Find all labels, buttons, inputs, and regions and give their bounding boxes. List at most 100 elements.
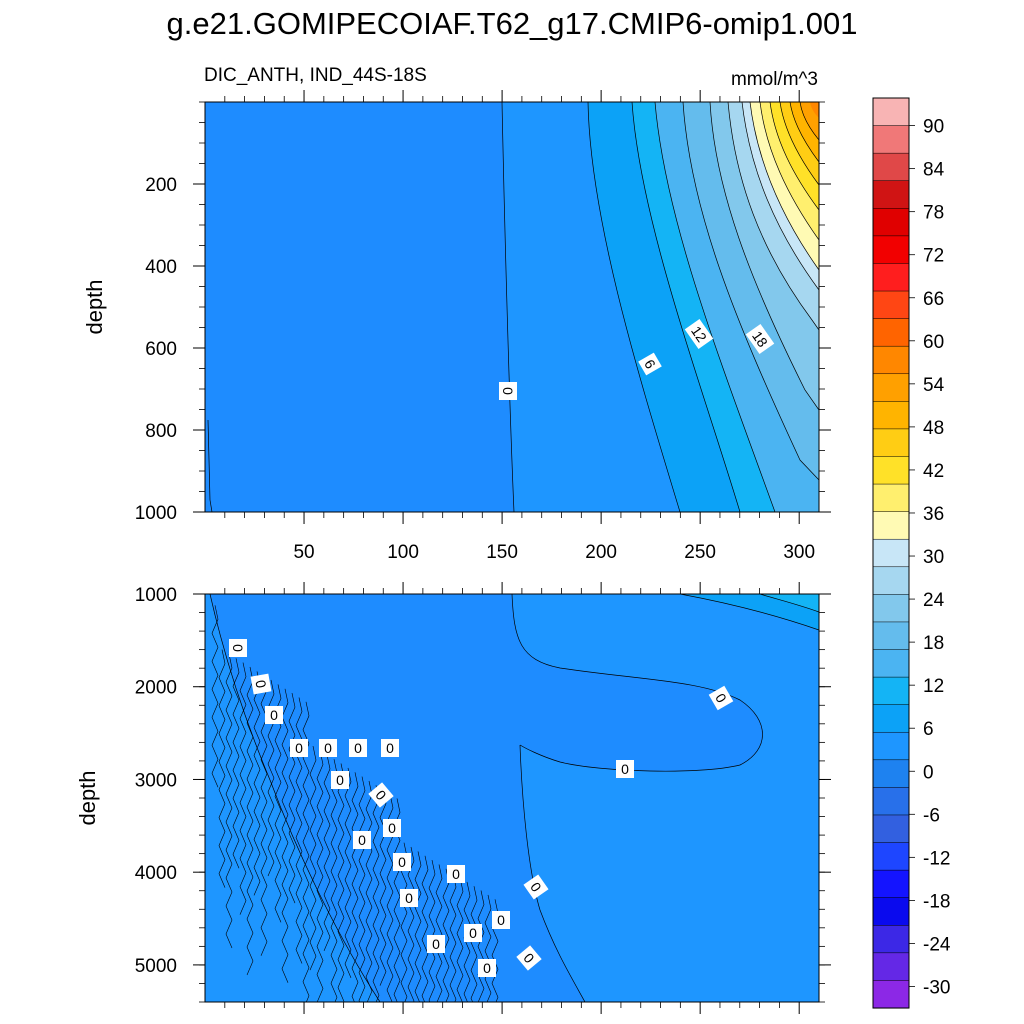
- colorbar-label: 90: [923, 117, 944, 138]
- svg-text:0: 0: [398, 854, 406, 870]
- x-tick-label: 100: [387, 542, 419, 563]
- x-tick-label: 150: [486, 542, 518, 563]
- contour-label: 0: [616, 760, 634, 778]
- svg-text:0: 0: [405, 890, 413, 906]
- colorbar-label: 78: [923, 203, 944, 224]
- colorbar-swatch: [872, 566, 910, 595]
- colorbar-swatch: [872, 952, 910, 981]
- colorbar-swatch: [872, 373, 910, 402]
- colorbar-swatch: [872, 152, 910, 182]
- svg-text:0: 0: [336, 772, 344, 788]
- colorbar-label: -24: [923, 934, 951, 955]
- y-tick-label: 2000: [135, 678, 177, 699]
- colorbar-swatch: [872, 401, 910, 430]
- svg-text:0: 0: [500, 387, 516, 395]
- svg-text:0: 0: [270, 707, 278, 723]
- contour-label: 6: [638, 352, 662, 376]
- svg-text:0: 0: [388, 820, 396, 836]
- svg-text:0: 0: [621, 761, 629, 777]
- figure-title: g.e21.GOMIPECOIAF.T62_g17.CMIP6-omip1.00…: [166, 6, 858, 41]
- contour-label: 18: [745, 324, 775, 354]
- colorbar-label: 24: [923, 590, 945, 611]
- contour-label: 0: [383, 819, 401, 837]
- svg-text:0: 0: [295, 740, 303, 756]
- contour-label: 0: [381, 739, 399, 757]
- noise-contour: [470, 886, 478, 1002]
- contour-label: 0: [516, 945, 542, 971]
- svg-text:0: 0: [230, 644, 246, 652]
- noise-contour: [239, 662, 247, 915]
- colorbar-swatch: [872, 345, 910, 375]
- upper-panel: 0 6 12 18 200 400 600 800 1000 50 100 150 200 250…: [82, 90, 831, 563]
- y-tick-label: 1000: [135, 585, 177, 606]
- contour-label: 0: [499, 382, 517, 400]
- colorbar-swatch: [872, 787, 910, 816]
- colorbar-swatch: [872, 263, 910, 292]
- noise-contour: [484, 894, 492, 1002]
- colorbar-swatch: [872, 814, 910, 844]
- noise-contour: [351, 772, 359, 1002]
- contour-label: 0: [229, 639, 247, 657]
- x-tick-label: 250: [684, 542, 716, 563]
- colorbar-label: 72: [923, 246, 944, 267]
- svg-text:0: 0: [497, 912, 505, 928]
- noise-contour: [379, 789, 387, 986]
- y-tick-label: 400: [145, 257, 177, 278]
- colorbar-swatch: [872, 235, 910, 265]
- colorbar-swatch: [872, 925, 910, 954]
- noise-contour: [421, 855, 429, 1002]
- noise-contour: [246, 666, 254, 976]
- contour-label: 0: [393, 853, 411, 871]
- colorbar-swatch: [872, 538, 910, 568]
- colorbar-swatch: [872, 759, 910, 788]
- svg-text:0: 0: [252, 679, 269, 690]
- x-tick-label: 300: [783, 542, 815, 563]
- noise-contour: [274, 684, 282, 923]
- lower-axes: 1000 2000 3000 4000 5000: [135, 582, 831, 1014]
- noise-contour: [316, 750, 324, 1002]
- colorbar-swatch: [872, 731, 910, 761]
- svg-text:0: 0: [358, 832, 366, 848]
- svg-text:0: 0: [432, 936, 440, 952]
- colorbar-label: 66: [923, 289, 944, 310]
- y-tick-label: 800: [145, 421, 177, 442]
- noise-contour: [435, 864, 443, 1002]
- noise-contour: [463, 881, 471, 1002]
- colorbar-swatch: [872, 621, 910, 651]
- contour-label: 0: [265, 706, 283, 724]
- y-tick-label: 1000: [135, 503, 177, 524]
- x-tick-label: 50: [293, 542, 314, 563]
- colorbar-label: 18: [923, 633, 944, 654]
- contour-label: 0: [290, 739, 308, 757]
- colorbar-swatch: [872, 869, 910, 899]
- contour-label: 0: [464, 924, 482, 942]
- contour-label: 0: [331, 771, 349, 789]
- noise-contour: [477, 890, 485, 1002]
- contour-label: 0: [492, 911, 510, 929]
- noise-contour: [365, 780, 373, 1002]
- svg-text:0: 0: [324, 740, 332, 756]
- colorbar-swatch: [872, 428, 910, 458]
- colorbar-label: -12: [923, 848, 950, 869]
- colorbar-swatch: [872, 483, 910, 513]
- colorbar-label: -18: [923, 891, 950, 912]
- colorbar-swatch: [872, 594, 910, 623]
- contour-label: 0: [400, 889, 418, 907]
- colorbar-swatch: [872, 208, 910, 237]
- noise-contour: [407, 846, 415, 1002]
- x-tick-label: 200: [585, 542, 617, 563]
- contour-label: 0: [427, 935, 445, 953]
- noise-contour: [253, 671, 261, 896]
- colorbar-swatch: [872, 704, 910, 733]
- contour-label: 0: [447, 865, 465, 883]
- units-label: mmol/m^3: [730, 69, 818, 90]
- colorbar-label: 84: [923, 160, 945, 181]
- svg-text:0: 0: [452, 866, 460, 882]
- y-tick-label: 600: [145, 339, 177, 360]
- colorbar-label: 0: [923, 762, 934, 783]
- noise-contour: [232, 658, 240, 869]
- colorbar-swatch: [872, 842, 910, 871]
- noise-contour: [358, 776, 366, 1002]
- noise-contour: [330, 759, 338, 1002]
